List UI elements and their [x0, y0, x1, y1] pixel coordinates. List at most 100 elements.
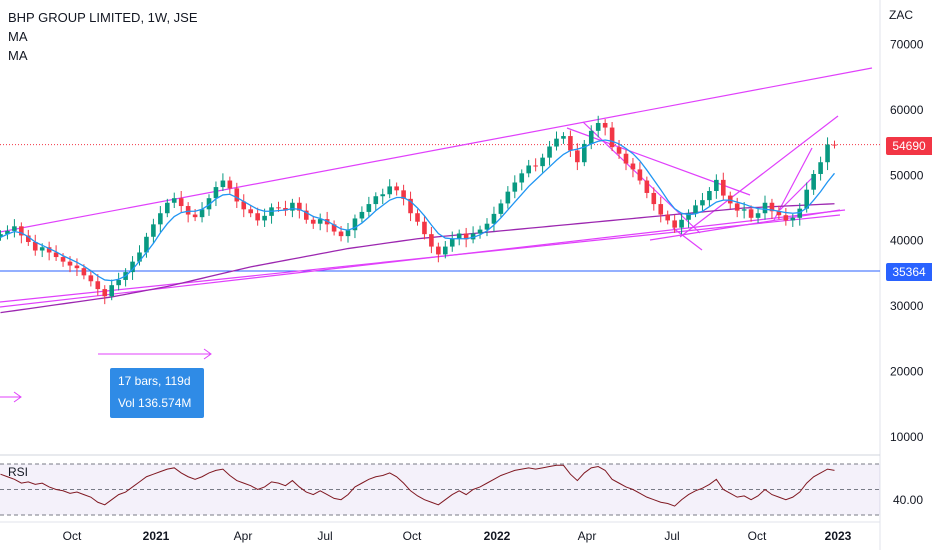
- candle-body: [12, 226, 17, 231]
- candle-body: [241, 201, 247, 210]
- candle-body: [95, 281, 101, 290]
- x-tick-label: Jul: [317, 529, 332, 543]
- candle-body: [456, 233, 462, 239]
- trend-line: [779, 174, 816, 211]
- candle-body: [387, 186, 392, 195]
- y-tick-label: 40000: [890, 234, 924, 248]
- candle-body: [804, 189, 809, 209]
- candle-body: [505, 191, 511, 204]
- candle-body: [700, 200, 705, 206]
- candle-body: [213, 187, 219, 199]
- candle-body: [547, 146, 552, 158]
- candle-body: [88, 275, 94, 282]
- candle-body: [588, 130, 594, 144]
- candle-body: [165, 202, 170, 214]
- chart-legend: BHP GROUP LIMITED, 1W, JSE MA MA: [8, 8, 198, 65]
- candle-body: [818, 162, 823, 174]
- candle-body: [81, 268, 87, 276]
- rsi-line: [0, 464, 835, 507]
- candle-body: [227, 180, 233, 189]
- candle-body: [116, 279, 121, 286]
- candle-body: [783, 215, 789, 221]
- candle-body: [470, 233, 476, 240]
- candle-body: [234, 188, 240, 202]
- candle-body: [429, 234, 434, 247]
- candle-body: [39, 247, 45, 251]
- candle-body: [276, 207, 281, 209]
- trend-line: [0, 67, 873, 233]
- candle-body: [178, 198, 184, 207]
- candle-body: [707, 190, 712, 201]
- candle-body: [651, 192, 657, 205]
- candle-body: [151, 224, 156, 237]
- measure-bars-label: 17 bars, 119d: [118, 374, 191, 388]
- candle-body: [380, 194, 386, 197]
- candle-body: [498, 203, 504, 214]
- x-tick-label: Oct: [63, 529, 82, 543]
- candle-body: [262, 215, 267, 221]
- candle-body: [436, 246, 441, 255]
- candle-body: [721, 179, 726, 196]
- candle-body: [0, 234, 3, 237]
- candle-body: [443, 246, 448, 255]
- candle-body: [109, 285, 114, 297]
- candle-body: [449, 238, 455, 247]
- trend-line: [672, 227, 703, 251]
- candle-body: [727, 195, 733, 204]
- candle-body: [352, 218, 358, 231]
- y-tick-label: 10000: [890, 430, 924, 444]
- measure-arrowhead: [13, 391, 22, 403]
- candle-body: [401, 190, 406, 199]
- ma-fast-line: [0, 139, 836, 282]
- candle-body: [359, 211, 365, 219]
- candle-body: [491, 213, 497, 224]
- candle-body: [477, 229, 483, 234]
- x-tick-label: Oct: [748, 529, 767, 543]
- candle-body: [734, 203, 740, 211]
- candle-body: [630, 163, 636, 170]
- candle-body: [637, 169, 643, 181]
- candle-body: [137, 252, 142, 262]
- candle-body: [199, 209, 205, 218]
- candle-body: [317, 219, 323, 224]
- candle-body: [644, 180, 650, 193]
- ma-indicator-label-2[interactable]: MA: [8, 48, 28, 63]
- candle-body: [693, 205, 698, 214]
- trend-line: [0, 214, 841, 303]
- candle-body: [415, 213, 420, 222]
- candle-body: [331, 224, 337, 232]
- candle-body: [609, 127, 615, 148]
- candle-body: [484, 223, 490, 230]
- candle-body: [46, 247, 52, 253]
- candle-body: [519, 173, 525, 183]
- candle-body: [144, 236, 149, 253]
- candle-body: [825, 144, 830, 163]
- candle-body: [5, 230, 10, 235]
- candle-body: [540, 157, 545, 167]
- candle-body: [561, 136, 566, 139]
- candle-body: [67, 261, 73, 266]
- y-tick-label: 30000: [890, 299, 924, 313]
- candle-body: [206, 198, 212, 210]
- x-tick-label: Apr: [234, 529, 253, 543]
- candle-body: [769, 202, 775, 212]
- candle-body: [171, 198, 177, 203]
- candle-body: [533, 165, 538, 167]
- rsi-label: RSI: [8, 465, 28, 479]
- candle-body: [665, 214, 670, 221]
- candle-body: [776, 211, 782, 216]
- candle-body: [394, 186, 399, 191]
- candle-body: [192, 214, 198, 218]
- candle-body: [408, 198, 413, 214]
- candle-body: [373, 196, 379, 205]
- candle-body: [26, 235, 31, 243]
- y-tick-label: 60000: [890, 103, 924, 117]
- candle-body: [582, 143, 587, 163]
- symbol-title[interactable]: BHP GROUP LIMITED, 1W, JSE: [8, 10, 198, 25]
- candle-body: [602, 122, 608, 128]
- candle-body: [185, 206, 191, 215]
- candle-body: [158, 213, 163, 225]
- ma-indicator-label-1[interactable]: MA: [8, 29, 28, 44]
- x-tick-label: 2023: [825, 529, 852, 543]
